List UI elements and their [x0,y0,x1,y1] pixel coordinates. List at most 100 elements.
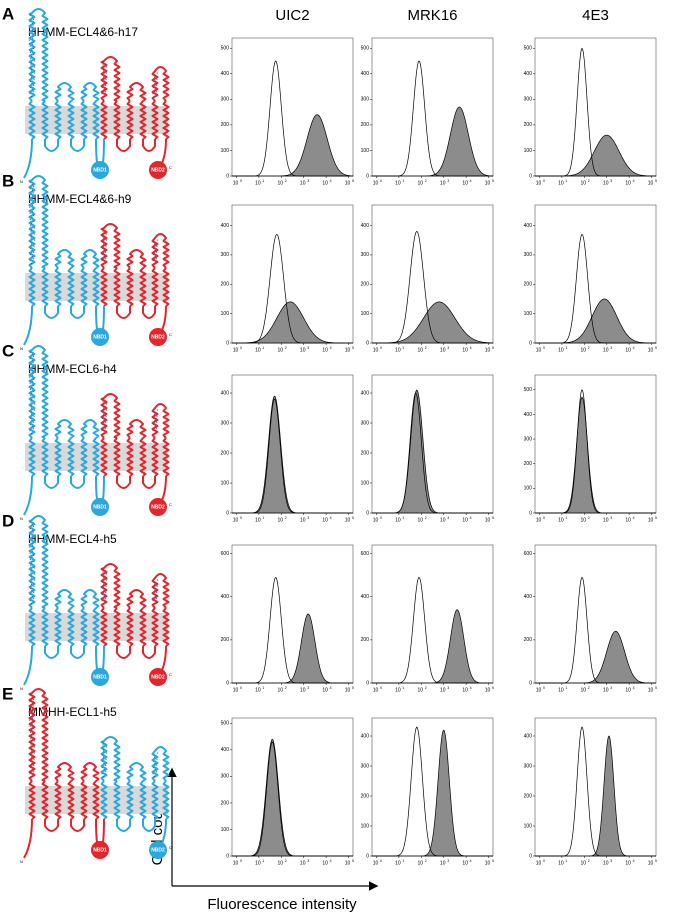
x-tick-exponent: 5 [655,179,657,183]
x-tick-exponent: 2 [425,346,427,350]
x-tick-base: 10 [625,860,631,866]
helix [92,780,100,820]
x-tick-base: 10 [300,687,306,693]
x-tick-exponent: 2 [425,516,427,520]
helix [100,267,108,307]
helix [80,100,88,140]
x-tick-exponent: 2 [425,686,427,690]
helix [113,267,121,307]
x-tick-exponent: 2 [285,516,287,520]
helix [100,607,108,647]
x-tick-base: 10 [345,517,351,523]
control-histogram [372,231,493,344]
control-histogram [372,726,493,857]
helix [151,100,159,140]
y-tick-label: 500 [524,46,533,52]
intracellular-loop [116,646,131,659]
x-tick-exponent: 4 [470,686,472,690]
helix [28,437,36,477]
helix [100,780,108,820]
extracellular-loop [80,82,100,102]
x-tick-base: 10 [625,517,631,523]
y-tick-label: 600 [361,551,370,557]
y-tick-label: 100 [524,486,533,492]
helix [126,780,134,820]
y-tick-label: 200 [221,800,230,806]
intracellular-loop [44,139,59,152]
x-tick-base: 10 [625,347,631,353]
helix [28,780,36,820]
x-tick-exponent: 3 [610,859,612,863]
intracellular-loop [70,139,85,152]
x-tick-base: 10 [255,180,261,186]
x-tick-base: 10 [395,687,401,693]
extracellular-loop [126,249,147,269]
x-tick-base: 10 [485,347,491,353]
x-tick-exponent: 4 [470,179,472,183]
x-tick-exponent: 0 [380,516,382,520]
x-tick-base: 10 [300,517,306,523]
x-tick-base: 10 [300,347,306,353]
helix [54,607,62,647]
x-tick-exponent: 0 [380,859,382,863]
x-tick-exponent: 0 [240,179,242,183]
x-tick-exponent: 2 [588,346,590,350]
x-tick-exponent: 5 [352,859,354,863]
x-tick-exponent: 3 [447,516,449,520]
y-tick-label: 400 [221,594,230,600]
extracellular-loop [100,393,121,439]
column-header: 4E3 [582,7,609,24]
intracellular-loop [116,819,131,832]
x-tick-exponent: 1 [402,686,404,690]
x-tick-base: 10 [345,687,351,693]
y-tick-label: 500 [524,387,533,393]
loop-dots [151,407,159,435]
y-tick-label: 100 [361,311,370,317]
x-tick-exponent: 4 [470,516,472,520]
helix [92,267,100,307]
helix [28,607,36,647]
x-tick-exponent: 1 [565,516,567,520]
y-tick-label: 200 [361,450,370,456]
plot-frame [534,544,657,684]
x-tick-base: 10 [322,687,328,693]
y-tick-label: 100 [221,827,230,833]
y-tick-label: 400 [524,412,533,418]
x-tick-base: 10 [233,180,239,186]
nbd2-label: NBD2 [151,504,165,510]
n-label: N [20,859,23,864]
y-tick-label: 0 [366,680,369,686]
control-histogram [535,576,656,684]
x-tick-base: 10 [485,180,491,186]
x-tick-base: 10 [255,687,261,693]
nbd2 [149,328,167,346]
intracellular-loop [116,306,131,319]
x-tick-exponent: 2 [285,859,287,863]
construct-name: MMHH-ECL1-h5 [28,705,117,719]
extracellular-loop [126,589,147,609]
intracellular-loop [142,306,156,319]
x-tick-exponent: 3 [610,179,612,183]
x-tick-base: 10 [440,347,446,353]
x-tick-exponent: 2 [588,179,590,183]
x-tick-base: 10 [373,517,379,523]
x-tick-base: 10 [558,517,564,523]
nbd2 [149,668,167,686]
x-tick-base: 10 [300,180,306,186]
x-tick-base: 10 [373,347,379,353]
x-tick-exponent: 0 [543,859,545,863]
x-tick-exponent: 0 [543,346,545,350]
helix [113,100,121,140]
intracellular-loop [116,476,131,489]
helix [151,267,159,307]
x-tick-exponent: 0 [240,859,242,863]
intracellular-loop [70,476,85,489]
nbd2-label: NBD2 [151,847,165,853]
x-tick-base: 10 [345,860,351,866]
n-label: N [20,346,23,351]
x-tick-base: 10 [255,347,261,353]
n-terminus [23,645,33,686]
y-tick-label: 500 [221,721,230,727]
x-tick-exponent: 4 [330,179,332,183]
nbd1-label: NBD1 [93,847,107,853]
